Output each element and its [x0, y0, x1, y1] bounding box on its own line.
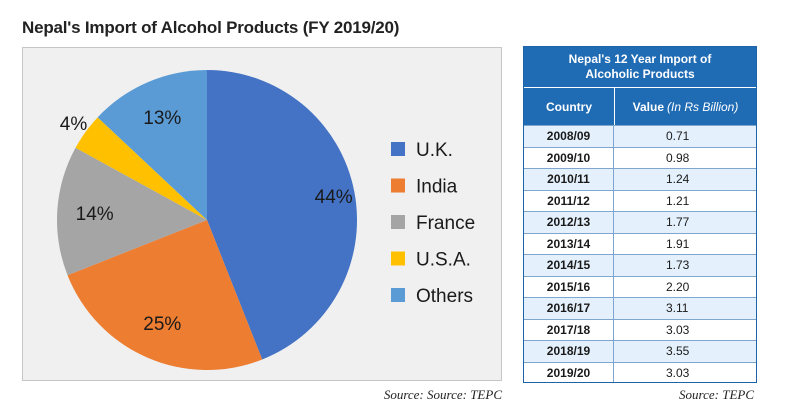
cell-value: 2.20	[666, 279, 690, 294]
header-value-label: Value	[632, 99, 664, 114]
pie-slice-usa	[75, 117, 207, 220]
legend-swatch	[391, 288, 405, 302]
legend-label: U.S.A.	[416, 250, 471, 271]
legend-label: India	[416, 177, 458, 198]
cell-year: 2010/11	[524, 169, 614, 190]
legend-swatch	[391, 142, 405, 156]
table-row: 2011/12 1.21	[524, 189, 756, 211]
cell-value: 3.03	[666, 322, 690, 337]
pie-chart-panel: 44% 25% 14% 4% 13% U.K. India France U.S.A. Othe…	[22, 47, 502, 381]
cell-value: 1.91	[666, 236, 690, 251]
table-row: 2016/17 3.11	[524, 297, 756, 319]
cell-value: 0.71	[666, 129, 690, 144]
cell-year: 2014/15	[524, 255, 614, 276]
table-row: 2019/20 3.03	[524, 361, 756, 382]
table-row: 2012/13 1.77	[524, 211, 756, 233]
cell-year: 2009/10	[524, 147, 614, 168]
table-body: 2008/09 0.71 2009/10 0.98 2010/11 1.24 2011/12…	[524, 125, 756, 382]
header-value-unit: (In Rs Billion)	[667, 99, 739, 114]
legend-label: France	[416, 213, 475, 234]
slice-label: 25%	[143, 314, 181, 335]
table-row: 2010/11 1.24	[524, 168, 756, 190]
legend-swatch	[391, 251, 405, 266]
cell-value: 3.11	[666, 301, 689, 316]
import-table: Nepal's 12 Year Import of Alcoholic Prod…	[523, 46, 757, 383]
pie-slice-india	[67, 220, 263, 371]
chart-source: Source: Source: TEPC	[383, 387, 502, 402]
slice-label: 13%	[143, 108, 181, 129]
cell-value: 0.98	[666, 150, 690, 165]
slice-label: 44%	[315, 187, 353, 208]
cell-value: 1.24	[666, 172, 690, 187]
legend-label: Others	[416, 286, 473, 307]
cell-value: 1.77	[666, 215, 690, 230]
cell-value: 3.03	[666, 365, 690, 380]
cell-year: 2018/19	[524, 341, 614, 362]
table-row: 2009/10 0.98	[524, 146, 756, 168]
slice-label: 4%	[60, 114, 88, 135]
pie-slice-france	[56, 147, 207, 276]
chart-title: Nepal's Import of Alcohol Products (FY 2…	[22, 18, 400, 37]
cell-year: 2012/13	[524, 212, 614, 233]
cell-year: 2011/12	[524, 190, 614, 211]
slice-label: 14%	[76, 204, 114, 225]
pie-chart: 44% 25% 14% 4% 13% U.K. India France U.S.A. Othe…	[56, 70, 475, 371]
table-row: 2008/09 0.71	[524, 125, 756, 147]
legend-swatch	[391, 178, 405, 193]
cell-value: 3.55	[666, 344, 690, 359]
cell-value: 1.21	[666, 193, 690, 208]
cell-year: 2016/17	[524, 298, 614, 319]
table-title: Nepal's 12 Year Import of Alcoholic Prod…	[524, 47, 756, 87]
table-row: 2013/14 1.91	[524, 232, 756, 254]
table-row: 2014/15 1.73	[524, 254, 756, 276]
cell-year: 2013/14	[524, 233, 614, 254]
table-row: 2018/19 3.55	[524, 340, 756, 362]
legend-label: U.K.	[416, 140, 453, 161]
header-value: Value (In Rs Billion)	[615, 88, 756, 125]
cell-year: 2017/18	[524, 319, 614, 340]
legend-swatch	[391, 215, 405, 229]
cell-year: 2008/09	[524, 126, 614, 147]
pie-slice-uk	[207, 70, 358, 360]
header-country: Country	[524, 88, 615, 125]
table-row: 2017/18 3.03	[524, 318, 756, 340]
cell-year: 2015/16	[524, 276, 614, 297]
pie-slice-others	[97, 70, 207, 220]
table-source: Source: TEPC	[679, 387, 754, 402]
cell-value: 1.73	[666, 258, 690, 273]
cell-year: 2019/20	[524, 362, 614, 382]
table-header: Country Value (In Rs Billion)	[524, 87, 756, 125]
table-row: 2015/16 2.20	[524, 275, 756, 297]
